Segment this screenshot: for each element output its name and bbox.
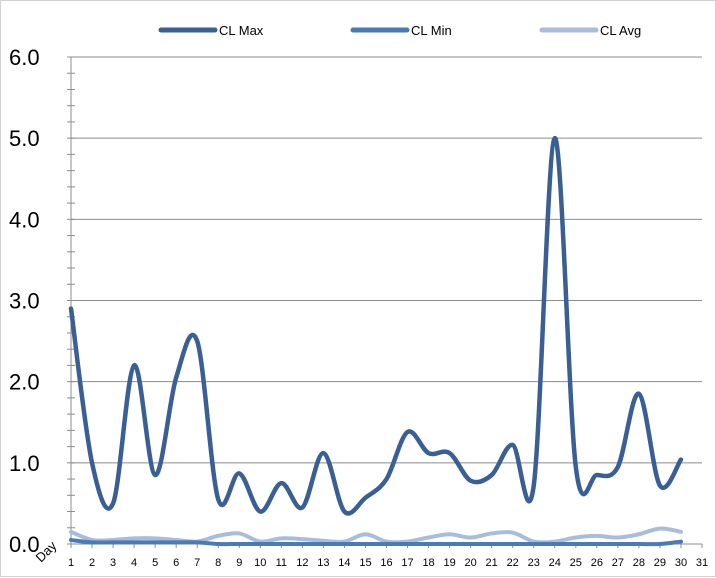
x-tick-label: 13 — [317, 557, 329, 569]
y-tick-label: 4.0 — [9, 207, 40, 232]
x-tick-label: 3 — [110, 557, 116, 569]
x-tick-label: 11 — [276, 557, 287, 569]
x-tick-label: 4 — [131, 557, 137, 569]
x-tick-label: 25 — [570, 557, 582, 569]
series-line-cl-avg — [69, 526, 683, 545]
x-tick-label: 21 — [486, 557, 498, 569]
x-tick-label: 1 — [68, 557, 74, 569]
legend-label-cl-max: CL Max — [219, 23, 264, 38]
x-tick-label: 2 — [89, 557, 95, 569]
x-tick-label: 16 — [380, 557, 392, 569]
x-tick-label: 29 — [654, 557, 666, 569]
x-tick-label: 26 — [591, 557, 603, 569]
x-tick-label: 5 — [152, 557, 158, 569]
x-tick-label: 19 — [443, 557, 455, 569]
y-tick-label: 5.0 — [9, 126, 40, 151]
x-tick-label: 22 — [507, 557, 519, 569]
x-tick-label: 20 — [465, 557, 477, 569]
x-tick-label: 31 — [696, 557, 708, 569]
x-tick-label: 17 — [401, 557, 413, 569]
x-tick-label: 27 — [612, 557, 624, 569]
x-tick-label: 30 — [675, 557, 687, 569]
y-tick-label: 1.0 — [9, 451, 40, 476]
series-line-cl-min — [69, 537, 683, 547]
y-tick-label: 0.0 — [9, 532, 40, 557]
x-tick-label: 8 — [215, 557, 221, 569]
x-tick-label: 9 — [236, 557, 242, 569]
x-tick-label: 18 — [422, 557, 434, 569]
x-tick-label: 28 — [633, 557, 645, 569]
x-tick-label: 14 — [338, 557, 350, 569]
x-tick-label: 23 — [528, 557, 540, 569]
y-tick-label: 2.0 — [9, 370, 40, 395]
x-tick-label: 12 — [296, 557, 308, 569]
series-line-cl-max — [68, 135, 684, 516]
x-tick-label: 7 — [194, 557, 200, 569]
y-tick-label: 3.0 — [9, 289, 40, 314]
x-tick-label: 15 — [359, 557, 371, 569]
legend-label-cl-avg: CL Avg — [600, 23, 641, 38]
x-tick-label: 6 — [173, 557, 179, 569]
legend-label-cl-min: CL Min — [411, 23, 452, 38]
x-tick-label: 10 — [254, 557, 266, 569]
x-tick-label: 24 — [549, 557, 561, 569]
y-tick-label: 6.0 — [9, 45, 40, 70]
